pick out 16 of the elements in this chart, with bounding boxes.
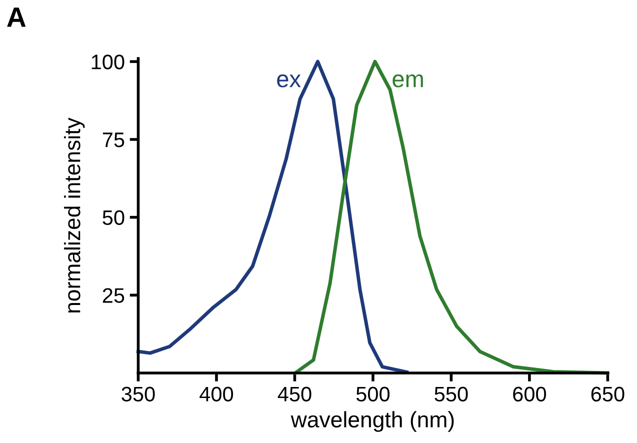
- text: A: [7, 8, 26, 27]
- x-tick-label: 450: [278, 386, 312, 402]
- x-tick-label: 600: [513, 386, 546, 402]
- x-tick-label: 550: [434, 386, 468, 402]
- y-tick-label: 100: [92, 54, 124, 70]
- x-tick-label: 400: [200, 386, 234, 402]
- x-axis-title: wavelength (nm): [290, 411, 454, 432]
- y-axis-title: normalized intensity: [64, 118, 85, 312]
- x-tick-label: 650: [591, 386, 624, 402]
- series-label: ex: [277, 74, 301, 88]
- y-tick-label: 50: [102, 210, 124, 226]
- x-tick-label: 350: [122, 386, 155, 402]
- x-tick-label: 500: [356, 386, 390, 402]
- y-tick-label: 25: [102, 288, 124, 303]
- y-tick-label: 75: [102, 132, 124, 148]
- series-label: em: [392, 74, 423, 88]
